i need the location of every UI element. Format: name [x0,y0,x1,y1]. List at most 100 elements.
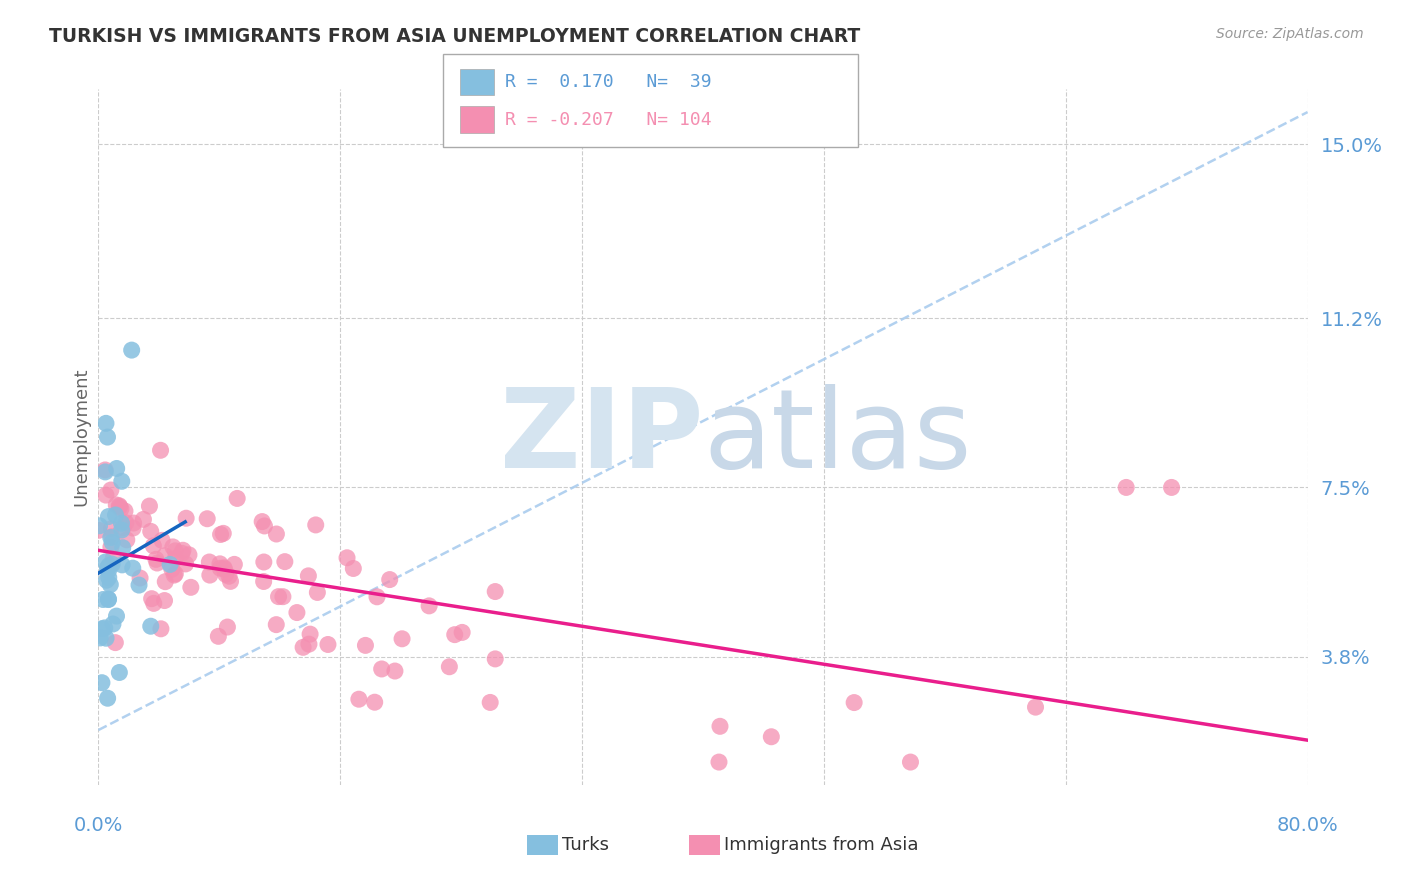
Text: Source: ZipAtlas.com: Source: ZipAtlas.com [1216,27,1364,41]
Point [292,640,315,655]
Point [110,516,132,531]
Point [384,664,406,678]
Point [114,504,136,518]
Point [97,592,120,607]
Point [253,555,276,569]
Point [305,517,328,532]
Point [105,609,128,624]
Point [709,719,731,733]
Point [105,498,128,512]
Point [101,535,124,549]
Point [149,622,172,636]
Point [159,558,181,572]
Point [111,541,134,555]
Text: Immigrants from Asia: Immigrants from Asia [724,836,918,854]
Point [208,557,231,571]
Point [96,573,118,587]
Point [761,730,783,744]
Point [139,619,162,633]
Text: atlas: atlas [703,384,972,491]
Point [1024,700,1046,714]
Point [212,526,235,541]
Point [105,461,128,475]
Point [100,531,122,545]
Point [165,566,187,581]
Point [165,551,187,566]
Point [214,562,236,576]
Point [142,596,165,610]
Text: 0.0%: 0.0% [73,815,124,835]
Point [104,635,127,649]
Point [96,430,118,444]
Point [122,521,145,535]
Point [479,695,502,709]
Point [170,546,193,560]
Point [198,555,221,569]
Text: Turks: Turks [562,836,609,854]
Point [153,593,176,607]
Point [111,523,134,537]
Point [149,443,172,458]
Point [274,555,297,569]
Text: R = -0.207   N= 104: R = -0.207 N= 104 [505,111,711,128]
Point [94,488,117,502]
Point [443,627,465,641]
Point [342,561,364,575]
Point [101,617,124,632]
Point [110,501,132,516]
Text: ZIP: ZIP [499,384,703,491]
Point [172,543,194,558]
Point [253,574,276,589]
Point [97,691,120,706]
Point [250,515,273,529]
Point [97,509,120,524]
Point [97,592,120,607]
Point [100,540,122,554]
Point [298,637,321,651]
Point [89,631,111,645]
Point [174,511,197,525]
Point [128,578,150,592]
Point [900,755,922,769]
Point [253,519,276,533]
Point [198,568,221,582]
Point [418,599,440,613]
Point [307,585,329,599]
Point [103,551,125,566]
Point [91,622,114,636]
Point [141,591,163,606]
Point [267,590,290,604]
Point [150,533,173,548]
Point [336,550,359,565]
Point [391,632,413,646]
Point [87,523,110,537]
Point [1160,480,1182,494]
Point [108,499,131,513]
Point [97,563,120,577]
Point [226,491,249,506]
Point [153,549,176,563]
Point [91,592,114,607]
Point [212,561,235,575]
Point [138,499,160,513]
Text: R =  0.170   N=  39: R = 0.170 N= 39 [505,73,711,91]
Point [108,665,131,680]
Point [354,639,377,653]
Point [97,558,120,573]
Point [299,627,322,641]
Point [165,544,187,558]
Point [160,562,183,576]
Point [217,620,239,634]
Point [90,675,112,690]
Point [177,548,200,562]
Point [94,463,117,477]
Point [108,500,131,514]
Point [316,638,339,652]
Point [266,527,288,541]
Point [370,662,392,676]
Point [115,516,138,530]
Point [112,520,135,534]
Point [209,527,232,541]
Point [121,561,143,575]
Point [139,524,162,539]
